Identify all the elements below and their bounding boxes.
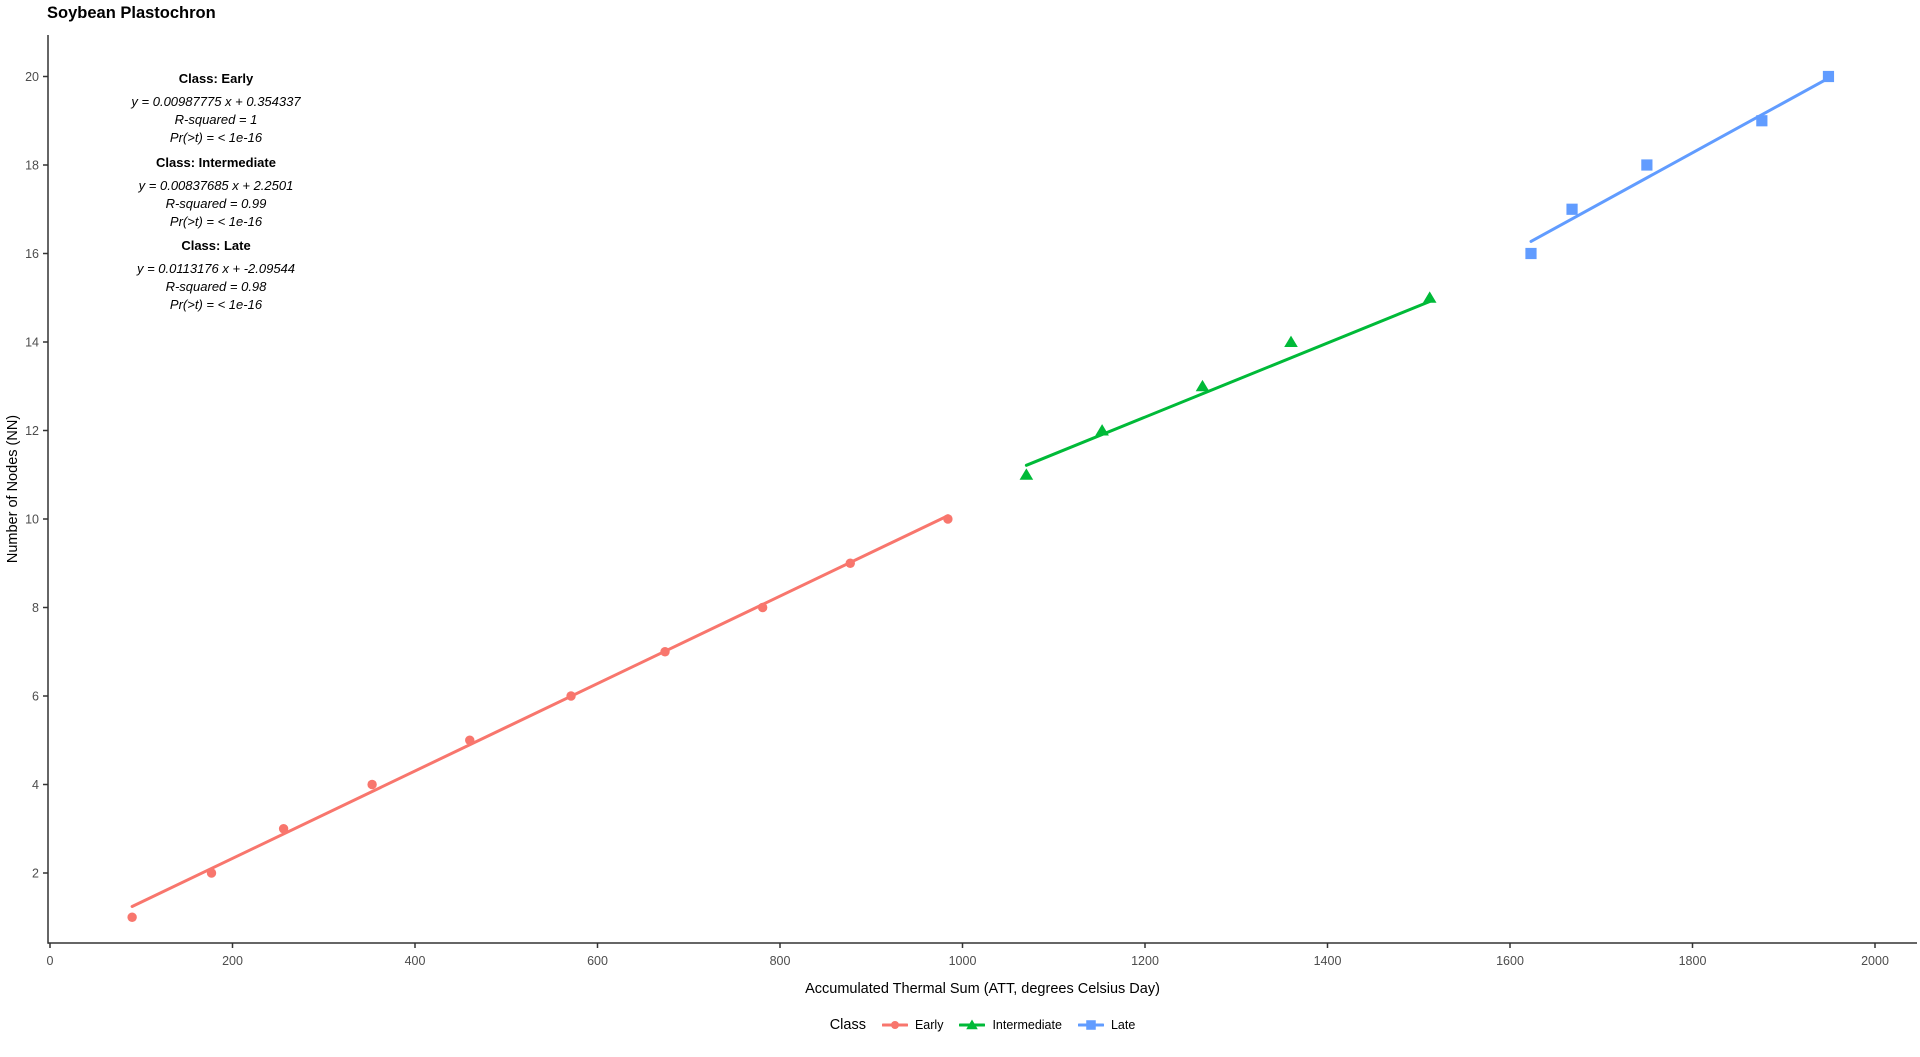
legend-item-intermediate: Intermediate: [959, 1016, 1062, 1034]
data-point-early: [278, 824, 289, 834]
data-point-early: [943, 514, 953, 524]
annotation-stat-line: Pr(>t) = < 1e-16: [169, 297, 263, 312]
data-point-late: [1822, 70, 1835, 83]
y-tick-label: 16: [25, 247, 39, 261]
data-point-late: [1641, 159, 1653, 171]
annotation-stat-line: R-squared = 0.99: [165, 195, 267, 211]
data-point-intermediate: [1284, 335, 1298, 347]
x-tick-label: 0: [47, 954, 54, 968]
legend-title: Class: [829, 1017, 866, 1033]
y-tick-label: 10: [25, 513, 39, 527]
trend-line-intermediate: [1024, 299, 1432, 467]
x-tick-label: 1000: [949, 954, 977, 968]
x-tick-label: 600: [587, 954, 608, 968]
y-tick-label: 14: [25, 336, 39, 350]
data-point-early: [660, 647, 670, 657]
data-point-late: [1756, 115, 1768, 127]
data-point-early: [566, 691, 576, 701]
y-tick-label: 4: [32, 778, 39, 792]
x-axis-title: Accumulated Thermal Sum (ATT, degrees Ce…: [805, 981, 1160, 997]
legend: Class Early Intermediate Late: [48, 1016, 1917, 1034]
legend-key-square-icon: [1077, 1020, 1104, 1030]
y-tick-label: 8: [32, 601, 39, 615]
annotation-group: Class: Early y = 0.00987775 x + 0.354337 R…: [131, 70, 300, 147]
x-tick-label: 400: [405, 954, 426, 968]
data-point-early: [206, 868, 217, 878]
legend-item-late: Late: [1077, 1016, 1136, 1034]
y-tick-label: 12: [25, 424, 39, 438]
data-point-early: [757, 602, 768, 613]
annotation-class-header: Class: Early: [178, 71, 254, 86]
data-point-late: [1566, 203, 1578, 215]
trend-line-late: [1529, 76, 1830, 243]
data-point-intermediate: [1422, 291, 1437, 303]
data-point-early: [845, 558, 855, 568]
legend-items: Early Intermediate Late: [881, 1016, 1136, 1034]
x-tick-label: 1600: [1496, 954, 1524, 968]
data-point-early: [465, 735, 475, 745]
annotation-stat-line: y = 0.00987775 x + 0.354337: [131, 94, 301, 109]
annotation-stat-line: R-squared = 1: [174, 112, 258, 127]
x-tick-label: 800: [770, 954, 791, 968]
x-tick-label: 200: [222, 954, 243, 968]
chart-title: Soybean Plastochron: [47, 4, 216, 22]
data-point-intermediate: [1019, 468, 1034, 480]
x-tick-label: 2000: [1861, 954, 1889, 968]
data-point-intermediate: [1195, 379, 1210, 392]
legend-label: Late: [1110, 1018, 1136, 1032]
y-tick-label: 18: [25, 159, 39, 173]
x-tick-label: 1400: [1314, 954, 1342, 968]
regression-stats-annotation: Class: Early y = 0.00987775 x + 0.354337 R…: [131, 70, 300, 314]
data-point-intermediate: [1095, 424, 1109, 436]
trend-line-early: [130, 514, 950, 908]
legend-key-circle-icon: [881, 1021, 908, 1029]
data-point-late: [1525, 247, 1537, 260]
annotation-class-header: Class: Intermediate: [156, 154, 276, 170]
annotation-class-header: Class: Late: [181, 238, 251, 253]
y-axis-title: Number of Nodes (NN): [5, 414, 21, 564]
y-tick-label: 2: [32, 867, 39, 881]
legend-item-early: Early: [881, 1016, 944, 1034]
legend-label: Intermediate: [992, 1018, 1062, 1032]
y-tick-label: 20: [25, 70, 39, 84]
annotation-stat-line: Pr(>t) = < 1e-16: [169, 213, 263, 229]
annotation-stat-line: y = 0.0113176 x + -2.09544: [136, 261, 296, 276]
x-tick-label: 1200: [1131, 954, 1159, 968]
data-point-early: [367, 779, 377, 790]
y-tick-label: 6: [32, 690, 39, 704]
legend-key-triangle-icon: [959, 1019, 986, 1030]
annotation-group: Class: Late y = 0.0113176 x + -2.09544 R-s…: [131, 237, 300, 314]
legend-label: Early: [914, 1018, 944, 1032]
data-point-early: [127, 912, 137, 922]
x-tick-label: 1800: [1679, 954, 1707, 968]
annotation-stat-line: y = 0.00837685 x + 2.2501: [138, 177, 294, 193]
annotation-stat-line: Pr(>t) = < 1e-16: [169, 130, 263, 145]
annotation-stat-line: R-squared = 0.98: [165, 279, 267, 294]
annotation-group: Class: Intermediate y = 0.00837685 x + 2.…: [131, 154, 300, 231]
